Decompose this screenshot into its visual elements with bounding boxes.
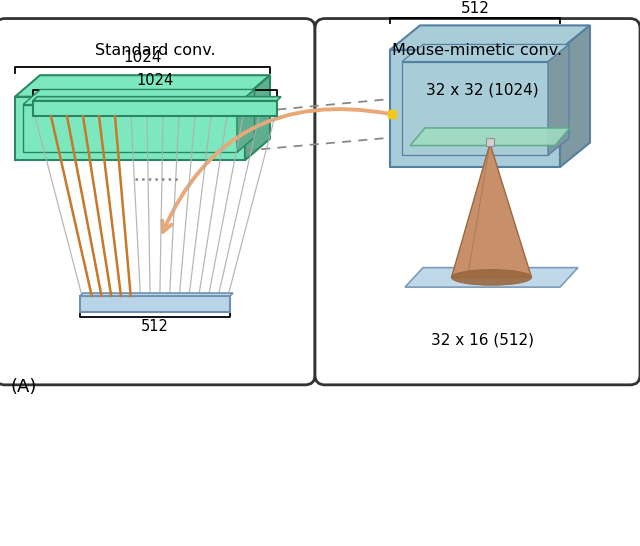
Ellipse shape [451,270,531,285]
Polygon shape [15,75,270,97]
Polygon shape [390,25,590,50]
Polygon shape [33,100,277,116]
Polygon shape [402,44,569,62]
Polygon shape [80,293,233,296]
Polygon shape [390,50,560,167]
Polygon shape [402,62,548,155]
Polygon shape [33,97,281,100]
Text: 1024: 1024 [136,73,173,88]
Text: Standard conv.: Standard conv. [95,43,215,58]
Polygon shape [15,97,245,160]
Text: 512: 512 [461,1,490,16]
Bar [486,138,494,146]
Polygon shape [410,128,570,146]
Polygon shape [405,268,578,287]
Polygon shape [245,75,270,160]
Polygon shape [80,296,230,312]
Polygon shape [560,25,590,167]
Text: 1024: 1024 [124,50,162,66]
Polygon shape [451,144,531,277]
Polygon shape [548,44,569,155]
Text: 512: 512 [141,319,169,334]
FancyBboxPatch shape [0,19,315,385]
Text: Mouse-mimetic conv.: Mouse-mimetic conv. [392,43,563,58]
FancyBboxPatch shape [315,19,640,385]
Polygon shape [237,90,255,152]
Text: 32 x 16 (512): 32 x 16 (512) [431,333,534,348]
Text: 32 x 32 (1024): 32 x 32 (1024) [426,82,539,97]
Text: (A): (A) [10,378,36,396]
Polygon shape [23,104,237,152]
Polygon shape [23,90,255,104]
